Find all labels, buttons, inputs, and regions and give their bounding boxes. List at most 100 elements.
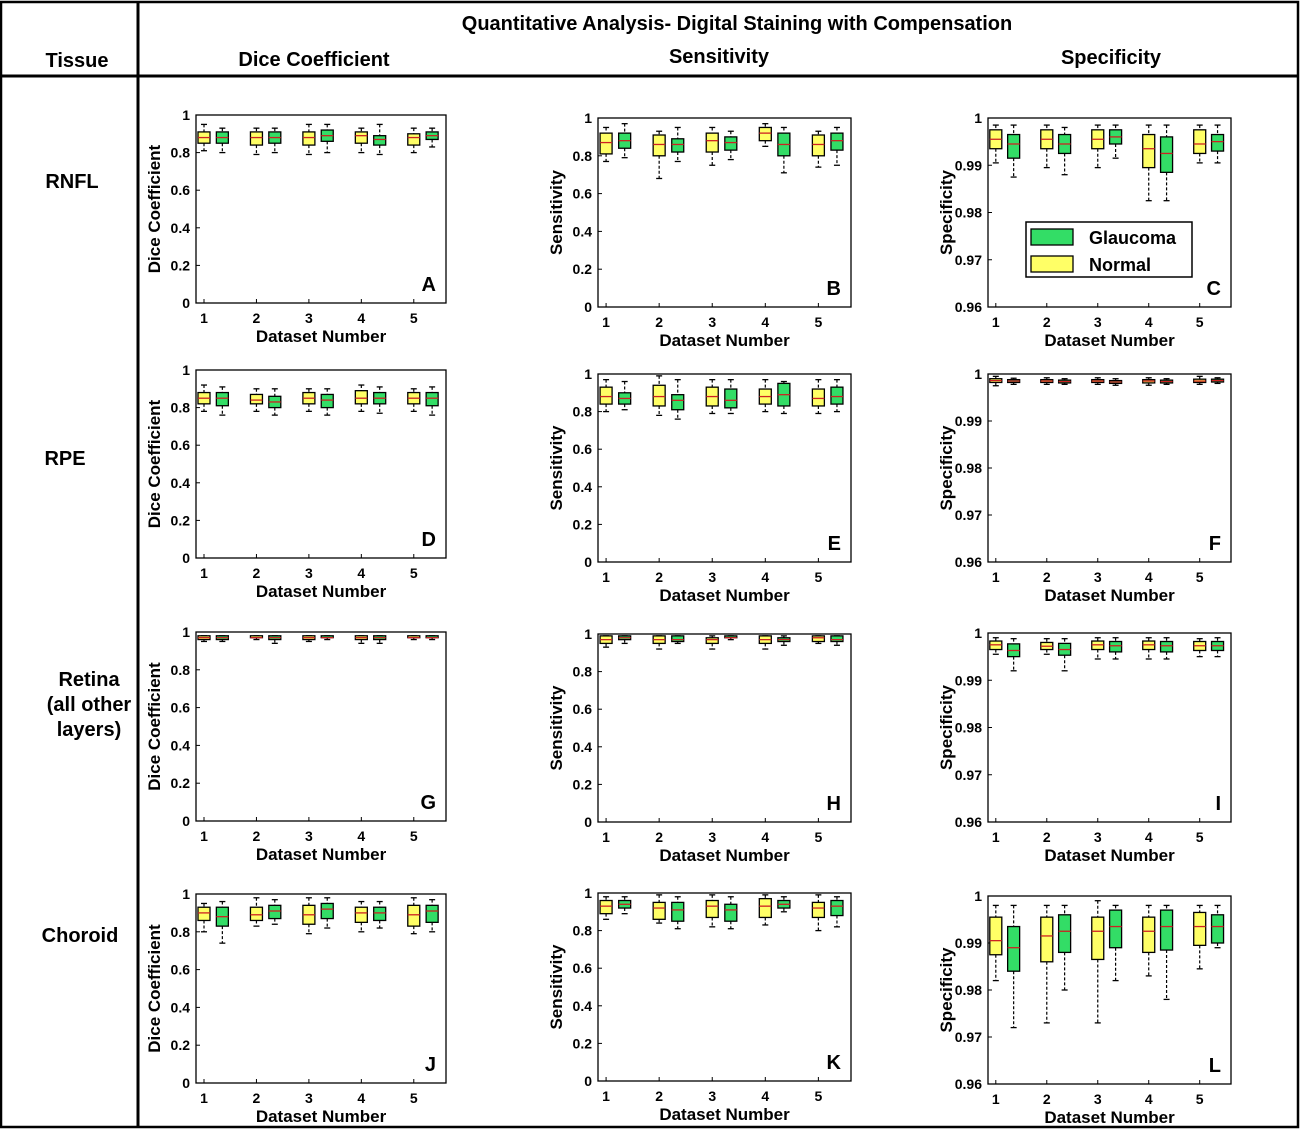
box-glaucoma-4	[1159, 378, 1174, 385]
box-iqr	[302, 131, 316, 146]
box-iqr	[1091, 916, 1105, 961]
box-normal-2	[249, 388, 264, 413]
box-iqr	[373, 906, 387, 922]
y-tick-label: 0.2	[573, 261, 593, 277]
x-tick-label: 4	[1145, 829, 1153, 845]
panel-B: 0 0.2 0.4 0.6 0.8 1 1 2 3 4 5 Dataset Number Sensiti…	[547, 110, 852, 350]
box-iqr	[197, 906, 211, 922]
box-glaucoma-3	[1108, 904, 1123, 982]
box-iqr	[407, 904, 421, 927]
box-glaucoma-3	[724, 896, 738, 930]
x-tick-label: 5	[1196, 1091, 1204, 1107]
box-normal-1	[197, 123, 211, 152]
box-iqr	[758, 126, 772, 142]
x-tick-label: 3	[708, 1088, 716, 1104]
box-iqr	[1210, 133, 1225, 152]
plot-area	[597, 892, 852, 1082]
box-normal-1	[989, 124, 1003, 164]
box-normal-3	[302, 388, 316, 413]
x-tick-label: 4	[357, 310, 365, 326]
box-iqr	[830, 635, 844, 643]
x-tick-label: 5	[410, 1090, 418, 1106]
box-normal-1	[989, 904, 1003, 982]
y-tick-label: 0.2	[171, 775, 191, 791]
x-tick-label: 5	[814, 569, 822, 585]
row-label-2-line-1: RPE	[44, 448, 85, 470]
box-normal-4	[1142, 377, 1156, 386]
y-tick-label: 0.2	[573, 776, 593, 792]
box-glaucoma-5	[425, 127, 439, 148]
x-tick-label: 1	[200, 310, 208, 326]
plot-area	[987, 632, 1232, 823]
box-glaucoma-4	[1159, 124, 1174, 202]
box-iqr	[671, 138, 685, 153]
box-glaucoma-1	[1006, 904, 1021, 1029]
box-iqr	[811, 388, 826, 407]
y-tick-label: 0	[182, 1075, 190, 1091]
box-normal-4	[758, 894, 772, 926]
x-tick-label: 2	[1043, 829, 1051, 845]
box-iqr	[425, 904, 439, 924]
box-normal-2	[1040, 904, 1054, 1024]
box-glaucoma-4	[373, 386, 387, 414]
y-tick-label: 0.98	[955, 982, 982, 998]
box-normal-1	[599, 896, 613, 920]
box-iqr	[705, 637, 719, 645]
box-normal-5	[811, 894, 826, 932]
box-normal-1	[197, 384, 211, 413]
box-iqr	[652, 901, 666, 920]
x-tick-label: 3	[1094, 1091, 1102, 1107]
box-glaucoma-2	[671, 896, 685, 930]
box-iqr	[599, 386, 613, 405]
x-tick-label: 3	[1094, 314, 1102, 330]
x-tick-label: 1	[200, 828, 208, 844]
box-glaucoma-3	[1108, 378, 1123, 386]
y-tick-label: 0	[182, 550, 190, 566]
panel-letter: B	[827, 278, 841, 300]
panel-letter: H	[827, 793, 841, 815]
box-normal-4	[758, 378, 772, 413]
y-tick-label: 0.4	[171, 475, 191, 491]
x-tick-label: 1	[200, 1090, 208, 1106]
x-tick-label: 1	[200, 565, 208, 581]
box-normal-5	[1193, 375, 1207, 385]
y-tick-label: 0.6	[171, 700, 191, 716]
box-iqr	[320, 902, 334, 920]
box-iqr	[1040, 916, 1054, 963]
box-normal-5	[1193, 124, 1207, 164]
box-glaucoma-2	[268, 388, 282, 416]
y-tick-label: 0.8	[171, 662, 191, 678]
panel-letter: L	[1209, 1055, 1221, 1077]
panel-H: 0 0.2 0.4 0.6 0.8 1 1 2 3 4 5 Dataset Number Sensiti…	[547, 626, 852, 865]
box-glaucoma-5	[830, 635, 844, 646]
x-tick-label: 2	[655, 569, 663, 585]
y-tick-label: 0.8	[171, 924, 191, 940]
panel-I: 0.96 0.97 0.98 0.99 1 1 2 3 4 5 Dataset Number Spec…	[937, 625, 1232, 865]
x-axis-label: Dataset Number	[256, 845, 387, 864]
y-axis-label: Sensitivity	[547, 169, 566, 255]
box-normal-2	[652, 635, 666, 650]
box-normal-1	[989, 637, 1003, 655]
x-tick-label: 3	[708, 569, 716, 585]
box-glaucoma-1	[618, 635, 632, 645]
y-tick-label: 0.8	[573, 404, 593, 420]
box-glaucoma-5	[830, 126, 844, 166]
panel-letter: J	[425, 1054, 436, 1076]
box-iqr	[354, 390, 368, 405]
box-glaucoma-2	[671, 635, 685, 645]
box-normal-2	[1040, 124, 1054, 169]
box-glaucoma-3	[320, 388, 334, 416]
y-tick-label: 0.8	[573, 664, 593, 680]
box-normal-3	[302, 123, 316, 156]
y-tick-label: 1	[584, 366, 592, 382]
x-axis-label: Dataset Number	[256, 1107, 387, 1126]
y-tick-label: 1	[584, 885, 592, 901]
x-tick-label: 4	[357, 1090, 365, 1106]
y-tick-label: 0.2	[573, 516, 593, 532]
box-iqr	[1108, 640, 1123, 653]
box-normal-1	[599, 126, 613, 163]
panel-F: 0.96 0.97 0.98 0.99 1 1 2 3 4 5 Dataset Number Spec…	[937, 366, 1232, 605]
x-tick-label: 5	[1196, 829, 1204, 845]
box-iqr	[758, 897, 772, 919]
